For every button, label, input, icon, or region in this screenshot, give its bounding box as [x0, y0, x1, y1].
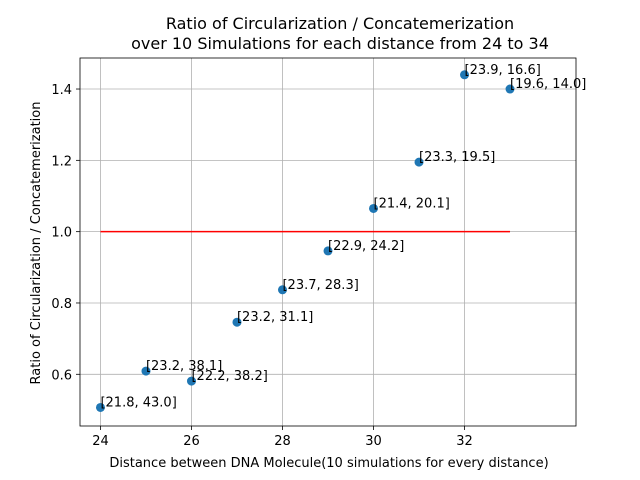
y-tick-label: 1.0 [51, 226, 72, 241]
data-points [95, 70, 515, 412]
point-annotation: [23.9, 16.6] [465, 63, 541, 78]
chart-title-line-1: Ratio of Circularization / Concatemeriza… [166, 14, 514, 33]
point-annotation: [21.8, 43.0] [100, 395, 176, 410]
point-annotation: [23.2, 38.1] [146, 359, 222, 374]
data-point [95, 402, 105, 412]
data-point [414, 157, 424, 167]
y-axis-label: Ratio of Circularization / Concatemeriza… [29, 102, 44, 385]
y-tick-label: 0.6 [51, 368, 72, 383]
x-axis-label: Distance between DNA Molecule(10 simulat… [109, 456, 548, 471]
x-tick-label: 24 [92, 434, 109, 449]
x-tick-label: 30 [365, 434, 382, 449]
y-tick-label: 1.4 [51, 83, 72, 98]
x-tick-label: 32 [456, 434, 473, 449]
data-point [232, 317, 242, 327]
x-tick-label: 28 [274, 434, 291, 449]
point-annotation: [23.3, 19.5] [419, 150, 495, 165]
y-tick-label: 1.2 [51, 154, 72, 169]
data-point [323, 246, 333, 256]
point-annotations: [21.8, 43.0] [23.2, 38.1][22.2, 38.2] [23.… [100, 63, 586, 411]
plot-frame [79, 57, 577, 427]
chart-title-line-2: over 10 Simulations for each distance fr… [131, 34, 549, 53]
data-point [460, 70, 470, 80]
point-annotation: [23.2, 31.1] [237, 310, 313, 325]
data-point [277, 285, 287, 295]
grid-lines [80, 58, 576, 426]
point-annotation: [22.9, 24.2] [328, 239, 404, 254]
y-tick-label: 0.8 [51, 297, 72, 312]
point-annotation: [19.6, 14.0] [510, 77, 586, 92]
axes: 24 26 28 30 32 0.6 0.8 1.0 1.2 1.4 [51, 57, 577, 449]
data-point [186, 376, 196, 386]
point-annotation: [21.4, 20.1] [374, 196, 450, 211]
data-point [141, 366, 151, 376]
point-annotation: [22.2, 38.2] [191, 369, 267, 384]
point-annotation: [23.7, 28.3] [282, 278, 358, 293]
data-point [505, 84, 515, 94]
x-tick-label: 26 [183, 434, 200, 449]
data-point [369, 203, 379, 213]
